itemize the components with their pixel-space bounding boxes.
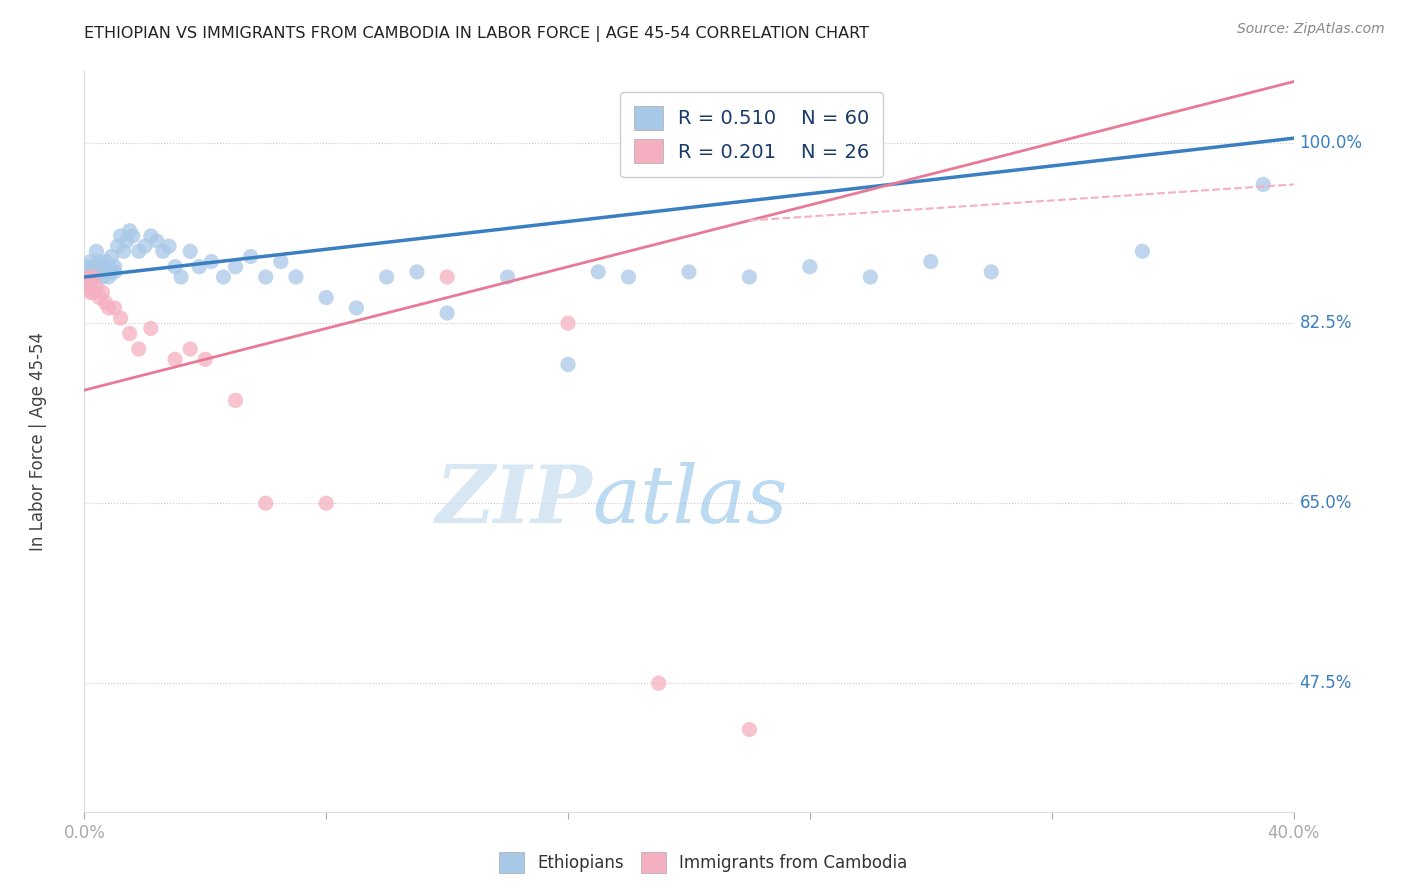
Point bbox=[97, 301, 120, 315]
Point bbox=[557, 316, 579, 330]
Point bbox=[112, 244, 135, 259]
Point bbox=[980, 265, 1002, 279]
Point bbox=[225, 260, 247, 274]
Point bbox=[179, 342, 201, 356]
Point bbox=[617, 270, 640, 285]
Text: 65.0%: 65.0% bbox=[1299, 494, 1353, 512]
Point bbox=[91, 260, 114, 274]
Legend: Ethiopians, Immigrants from Cambodia: Ethiopians, Immigrants from Cambodia bbox=[492, 846, 914, 880]
Point bbox=[118, 224, 141, 238]
Point bbox=[557, 358, 579, 372]
Point bbox=[315, 291, 337, 305]
Point bbox=[79, 254, 101, 268]
Point bbox=[134, 239, 156, 253]
Point bbox=[346, 301, 368, 315]
Point bbox=[152, 244, 174, 259]
Point bbox=[678, 265, 700, 279]
Point bbox=[139, 228, 162, 243]
Point bbox=[100, 250, 122, 264]
Point bbox=[76, 265, 98, 279]
Point bbox=[97, 260, 120, 274]
Point bbox=[157, 239, 180, 253]
Point bbox=[86, 244, 108, 259]
Point bbox=[115, 234, 138, 248]
Point bbox=[107, 239, 129, 253]
Point bbox=[110, 311, 132, 326]
Point bbox=[165, 352, 187, 367]
Point bbox=[104, 265, 127, 279]
Point bbox=[97, 270, 120, 285]
Point bbox=[239, 250, 262, 264]
Point bbox=[920, 254, 942, 268]
Point bbox=[270, 254, 292, 268]
Point bbox=[212, 270, 235, 285]
Point bbox=[89, 265, 111, 279]
Point bbox=[436, 306, 458, 320]
Point bbox=[170, 270, 193, 285]
Point bbox=[82, 265, 104, 279]
Point bbox=[86, 270, 108, 285]
Point bbox=[1130, 244, 1153, 259]
Point bbox=[118, 326, 141, 341]
Point bbox=[254, 496, 277, 510]
Point bbox=[104, 301, 127, 315]
Point bbox=[194, 352, 217, 367]
Text: 100.0%: 100.0% bbox=[1299, 135, 1362, 153]
Point bbox=[76, 270, 98, 285]
Point bbox=[859, 270, 882, 285]
Point bbox=[79, 275, 101, 289]
Text: ETHIOPIAN VS IMMIGRANTS FROM CAMBODIA IN LABOR FORCE | AGE 45-54 CORRELATION CHA: ETHIOPIAN VS IMMIGRANTS FROM CAMBODIA IN… bbox=[84, 26, 869, 42]
Point bbox=[82, 285, 104, 300]
Point bbox=[91, 270, 114, 285]
Point bbox=[76, 280, 98, 294]
Point bbox=[179, 244, 201, 259]
Point bbox=[128, 244, 150, 259]
Point bbox=[254, 270, 277, 285]
Point bbox=[100, 265, 122, 279]
Point bbox=[94, 295, 117, 310]
Point bbox=[285, 270, 308, 285]
Point bbox=[79, 285, 101, 300]
Point bbox=[79, 270, 101, 285]
Point bbox=[146, 234, 169, 248]
Point bbox=[76, 260, 98, 274]
Point bbox=[94, 265, 117, 279]
Point bbox=[91, 285, 114, 300]
Point bbox=[738, 723, 761, 737]
Point bbox=[738, 270, 761, 285]
Text: ZIP: ZIP bbox=[436, 462, 592, 540]
Point bbox=[82, 270, 104, 285]
Point bbox=[121, 228, 143, 243]
Text: 82.5%: 82.5% bbox=[1299, 314, 1353, 333]
Point bbox=[436, 270, 458, 285]
Point bbox=[315, 496, 337, 510]
Point bbox=[165, 260, 187, 274]
Point bbox=[94, 254, 117, 268]
Text: atlas: atlas bbox=[592, 462, 787, 540]
Point bbox=[110, 228, 132, 243]
Point bbox=[86, 280, 108, 294]
Point bbox=[89, 291, 111, 305]
Point bbox=[104, 260, 127, 274]
Point bbox=[188, 260, 211, 274]
Point bbox=[375, 270, 398, 285]
Text: Source: ZipAtlas.com: Source: ZipAtlas.com bbox=[1237, 22, 1385, 37]
Point bbox=[799, 260, 821, 274]
Point bbox=[139, 321, 162, 335]
Point bbox=[128, 342, 150, 356]
Point bbox=[496, 270, 519, 285]
Text: In Labor Force | Age 45-54: In Labor Force | Age 45-54 bbox=[30, 332, 48, 551]
Point bbox=[225, 393, 247, 408]
Point bbox=[82, 260, 104, 274]
Legend: R = 0.510    N = 60, R = 0.201    N = 26: R = 0.510 N = 60, R = 0.201 N = 26 bbox=[620, 92, 883, 177]
Text: 47.5%: 47.5% bbox=[1299, 674, 1353, 692]
Point bbox=[1253, 178, 1275, 192]
Point bbox=[89, 254, 111, 268]
Point bbox=[588, 265, 610, 279]
Point bbox=[648, 676, 671, 690]
Point bbox=[406, 265, 429, 279]
Point bbox=[200, 254, 222, 268]
